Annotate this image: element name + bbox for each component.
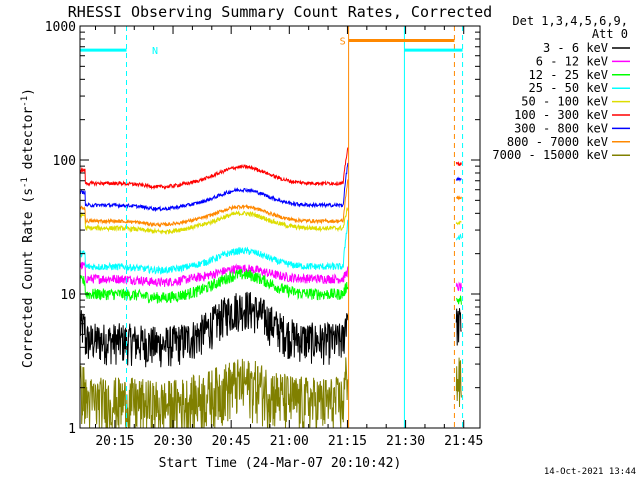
x-tick-label: 21:30 (386, 434, 425, 449)
series-line (79, 179, 349, 228)
y-label-part: detector (21, 107, 36, 178)
legend-header: Det 1,3,4,5,6,9, (512, 14, 628, 28)
series-line (79, 291, 349, 368)
y-label-exp: -1 (20, 177, 30, 188)
series-line (455, 176, 462, 182)
y-label-part: Corrected Count Rate (s (21, 188, 36, 368)
y-tick-label: 1 (68, 422, 76, 437)
series-line (79, 207, 349, 235)
series-line (456, 295, 462, 305)
legend-label: 800 - 7000 keV (507, 135, 608, 149)
x-axis: 20:15 20:30 20:45 21:00 21:15 21:30 21:45 (95, 26, 483, 449)
legend-label: 6 - 12 keV (536, 54, 608, 68)
y-tick-label: 1000 (45, 20, 76, 35)
series-line (455, 308, 462, 346)
flag-label: N (152, 46, 158, 57)
legend-label: 12 - 25 keV (529, 68, 608, 82)
x-tick-label: 20:15 (95, 434, 134, 449)
y-tick-label: 10 (60, 288, 76, 303)
flag-label: S (340, 36, 346, 47)
y-label-part: ) (21, 88, 36, 96)
series-line (455, 233, 462, 241)
plot-frame (79, 25, 481, 429)
y-axis: 1 10 100 1000 (45, 20, 480, 437)
legend-label: 25 - 50 keV (529, 81, 608, 95)
x-tick-label: 21:00 (270, 434, 309, 449)
series-line (79, 147, 349, 191)
series-line (455, 160, 462, 167)
series-line (79, 269, 349, 304)
series-line (455, 357, 462, 408)
chart-title: RHESSI Observing Summary Count Rates, Co… (68, 3, 492, 21)
legend-label: 3 - 6 keV (543, 41, 608, 55)
x-tick-label: 21:15 (328, 434, 367, 449)
x-tick-label: 20:45 (212, 434, 251, 449)
series-line (455, 195, 462, 201)
legend-header: Att 0 (592, 27, 628, 41)
plot-area: NS (79, 26, 464, 429)
legend-label: 7000 - 15000 keV (492, 148, 608, 162)
series-line (79, 162, 349, 213)
timestamp: 14-Oct-2021 13:44 (544, 467, 636, 477)
x-tick-label: 21:45 (444, 434, 483, 449)
x-tick-label: 20:30 (153, 434, 192, 449)
series-line (79, 357, 349, 429)
x-axis-label: Start Time (24-Mar-07 20:10:42) (159, 456, 402, 471)
legend-label: 100 - 300 keV (514, 108, 608, 122)
legend-label: 50 - 100 keV (521, 95, 608, 109)
series-line (455, 220, 462, 226)
y-axis-label: Corrected Count Rate (s-1 detector-1) (20, 88, 36, 368)
y-tick-label: 100 (53, 154, 76, 169)
series-line (79, 219, 349, 275)
y-label-exp: -1 (20, 96, 30, 107)
series-line (79, 261, 349, 288)
legend-label: 300 - 800 keV (514, 121, 608, 135)
series-line (455, 281, 462, 292)
